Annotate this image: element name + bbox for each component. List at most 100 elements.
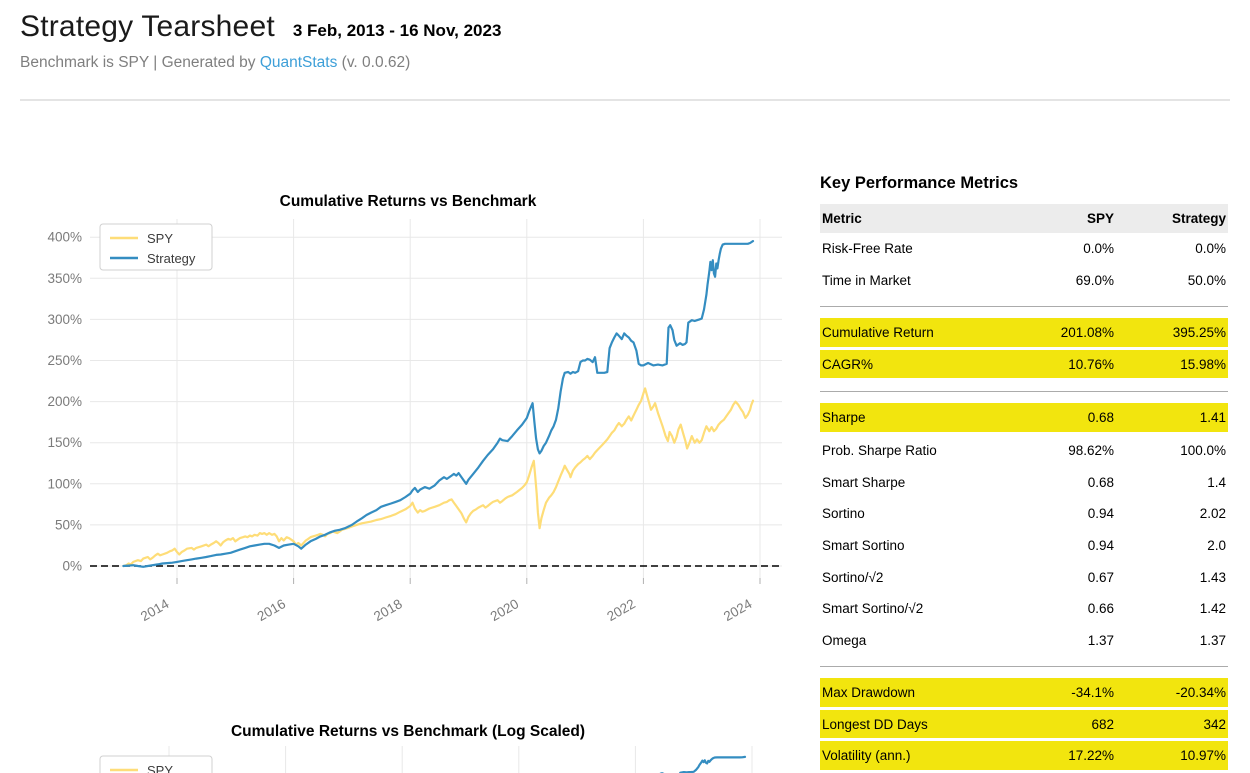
quantstats-link[interactable]: QuantStats — [259, 54, 338, 71]
y-axis-label: 50% — [55, 517, 82, 532]
y-axis-label: 100% — [47, 476, 82, 491]
legend-strategy-label: Strategy — [147, 251, 196, 266]
col-header-strategy: Strategy — [1171, 211, 1226, 226]
metric-spy-value: 201.08% — [1060, 324, 1114, 340]
col-header-spy: SPY — [1086, 211, 1114, 226]
metric-strategy-value: 1.4 — [1207, 474, 1226, 490]
x-axis-label: 2020 — [488, 596, 522, 624]
metric-name: Omega — [822, 632, 867, 648]
metric-row: Sharpe 0.68 1.41 — [820, 403, 1228, 435]
log-legend-spy-label: SPY — [147, 763, 173, 773]
metric-spy-value: 69.0% — [1075, 272, 1114, 288]
chart-title: Cumulative Returns vs Benchmark — [280, 193, 537, 210]
metric-row: Smart Sortino/√2 0.66 1.42 — [820, 593, 1228, 625]
metric-strategy-value: -20.34% — [1175, 684, 1226, 700]
metric-spy-value: 17.22% — [1068, 748, 1114, 764]
section-divider — [820, 381, 1228, 403]
metric-row: Risk-Free Rate 0.0% 0.0% — [820, 233, 1228, 265]
metric-spy-value: 0.67 — [1087, 569, 1114, 585]
strategy-series-line — [122, 240, 755, 568]
date-range: 3 Feb, 2013 - 16 Nov, 2023 — [292, 21, 502, 40]
metrics-title: Key Performance Metrics — [820, 173, 1019, 192]
metric-strategy-value: 2.02 — [1199, 506, 1226, 522]
x-axis-label: 2018 — [371, 596, 405, 624]
metric-strategy-value: 1.41 — [1199, 410, 1226, 426]
metric-name: Sortino — [822, 506, 865, 522]
legend-spy-label: SPY — [147, 231, 173, 246]
y-axis-label: 350% — [47, 271, 82, 286]
metric-name: Max Drawdown — [822, 684, 916, 700]
y-axis-label: 250% — [47, 353, 82, 368]
metric-strategy-value: 0.0% — [1195, 241, 1226, 257]
metric-name: Smart Sortino/√2 — [822, 601, 924, 617]
metric-spy-value: 98.62% — [1068, 443, 1114, 459]
cumulative-returns-log-chart: Cumulative Returns vs Benchmark (Log Sca… — [99, 723, 753, 773]
metric-row: Omega 1.37 1.37 — [820, 625, 1228, 657]
metric-name: Sharpe — [822, 410, 866, 426]
metrics-header-row: Metric SPY Strategy — [820, 204, 1228, 233]
metric-strategy-value: 15.98% — [1180, 356, 1226, 372]
metric-row: Smart Sortino 0.94 2.0 — [820, 530, 1228, 562]
benchmark-note: Benchmark is SPY | Generated by — [20, 54, 260, 71]
col-header-metric: Metric — [822, 211, 862, 226]
metric-name: Volatility (ann.) — [822, 748, 911, 764]
metric-spy-value: 10.76% — [1068, 356, 1114, 372]
header-divider — [20, 99, 1230, 101]
key-performance-metrics-panel: Key Performance Metrics Metric SPY Strat… — [820, 150, 1228, 773]
metric-strategy-value: 2.0 — [1207, 538, 1226, 554]
metric-strategy-value: 50.0% — [1187, 272, 1226, 288]
x-axis-label: 2016 — [255, 596, 289, 624]
metric-name: Smart Sharpe — [822, 474, 906, 490]
page-title: Strategy Tearsheet — [20, 10, 275, 43]
section-divider — [820, 656, 1228, 678]
metrics-table-body: Risk-Free Rate 0.0% 0.0% Time in Market 69.0… — [820, 233, 1228, 773]
metric-row: CAGR% 10.76% 15.98% — [820, 349, 1228, 382]
metric-spy-value: 0.68 — [1087, 410, 1114, 426]
report-header: Strategy Tearsheet 3 Feb, 2013 - 16 Nov,… — [20, 10, 1230, 72]
metric-strategy-value: 10.97% — [1180, 748, 1226, 764]
metric-name: Smart Sortino — [822, 538, 905, 554]
metric-row: Longest DD Days 682 342 — [820, 709, 1228, 742]
metric-name: CAGR% — [822, 356, 874, 372]
metric-strategy-value: 100.0% — [1180, 443, 1226, 459]
metric-spy-value: 0.94 — [1087, 506, 1114, 522]
metric-spy-value: -34.1% — [1071, 684, 1114, 700]
metric-row: Time in Market 69.0% 50.0% — [820, 265, 1228, 297]
metric-row: Cumulative Return 201.08% 395.25% — [820, 318, 1228, 350]
metric-name: Time in Market — [822, 272, 911, 288]
metric-name: Risk-Free Rate — [822, 241, 913, 257]
metric-spy-value: 0.66 — [1087, 601, 1114, 617]
metric-spy-value: 682 — [1091, 716, 1114, 732]
section-divider — [820, 296, 1228, 318]
y-axis-label: 200% — [47, 394, 82, 409]
cumulative-returns-chart: Cumulative Returns vs Benchmark 0% 50% 100%… — [47, 193, 782, 624]
metric-row: Sortino 0.94 2.02 — [820, 498, 1228, 530]
metric-spy-value: 0.0% — [1083, 241, 1114, 257]
metric-row: Volatility (ann.) 17.22% 10.97% — [820, 741, 1228, 773]
x-axis-label: 2014 — [138, 596, 172, 624]
metric-row: Sortino/√2 0.67 1.43 — [820, 561, 1228, 593]
metric-spy-value: 0.68 — [1087, 474, 1114, 490]
metric-name: Prob. Sharpe Ratio — [822, 443, 937, 459]
version-note: (v. 0.0.62) — [337, 54, 411, 71]
y-axis-label: 400% — [47, 230, 82, 245]
metric-strategy-value: 342 — [1203, 716, 1226, 732]
metric-row: Smart Sharpe 0.68 1.4 — [820, 467, 1228, 499]
metric-strategy-value: 1.42 — [1199, 601, 1226, 617]
metric-spy-value: 0.94 — [1087, 538, 1114, 554]
x-axis-label: 2024 — [721, 596, 755, 624]
spy-series-line — [122, 387, 755, 568]
y-axis-label: 0% — [62, 559, 82, 574]
report-subtitle: Benchmark is SPY | Generated by QuantSta… — [20, 54, 1230, 72]
metric-name: Cumulative Return — [822, 324, 934, 340]
y-axis-label: 150% — [47, 435, 82, 450]
y-axis-label: 300% — [47, 312, 82, 327]
metric-row: Max Drawdown -34.1% -20.34% — [820, 678, 1228, 710]
metric-strategy-value: 395.25% — [1172, 324, 1226, 340]
metric-spy-value: 1.37 — [1087, 632, 1114, 648]
metric-name: Sortino/√2 — [822, 569, 884, 585]
metric-strategy-value: 1.37 — [1199, 632, 1226, 648]
metric-name: Longest DD Days — [822, 716, 928, 732]
metric-strategy-value: 1.43 — [1199, 569, 1226, 585]
